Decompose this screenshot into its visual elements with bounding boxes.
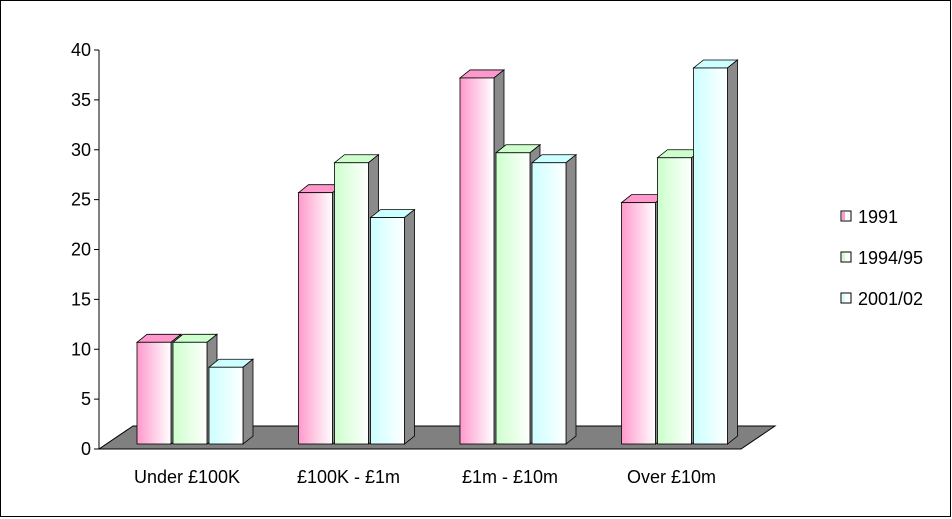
legend-item: 2001/02 xyxy=(840,289,923,309)
legend-item: 1991 xyxy=(840,207,898,227)
legend-item: 1994/95 xyxy=(840,248,923,268)
y-axis: 0 5 10 15 20 25 30 35 40 xyxy=(71,40,741,459)
y-tick-label: 20 xyxy=(71,240,91,260)
bar xyxy=(369,208,416,445)
legend-label: 2001/02 xyxy=(858,289,923,309)
x-tick-label: £1m - £10m xyxy=(462,467,558,487)
y-tick-label: 35 xyxy=(71,90,91,110)
bars xyxy=(135,59,739,445)
legend-swatch xyxy=(840,210,852,222)
legend-swatch xyxy=(840,251,852,263)
y-tick-label: 5 xyxy=(81,389,91,409)
x-tick-label: Over £10m xyxy=(627,467,716,487)
y-tick-label: 15 xyxy=(71,289,91,309)
x-tick-label: £100K - £1m xyxy=(297,467,400,487)
x-tick-label: Under £100K xyxy=(134,467,240,487)
bar xyxy=(171,333,219,445)
legend-swatch xyxy=(840,292,852,304)
legend-label: 1991 xyxy=(858,207,898,227)
y-tick-label: 10 xyxy=(71,339,91,359)
legend: 1991 1994/95 2001/02 xyxy=(840,207,923,309)
y-tick-label: 40 xyxy=(71,40,91,60)
y-tick-label: 30 xyxy=(71,140,91,160)
bar xyxy=(530,153,578,445)
bar xyxy=(207,358,255,445)
y-tick-label: 0 xyxy=(81,439,91,459)
x-axis-labels: Under £100K £100K - £1m £1m - £10m Over £10… xyxy=(134,467,716,487)
bar xyxy=(692,59,739,445)
legend-label: 1994/95 xyxy=(858,248,923,268)
y-tick-label: 25 xyxy=(71,190,91,210)
